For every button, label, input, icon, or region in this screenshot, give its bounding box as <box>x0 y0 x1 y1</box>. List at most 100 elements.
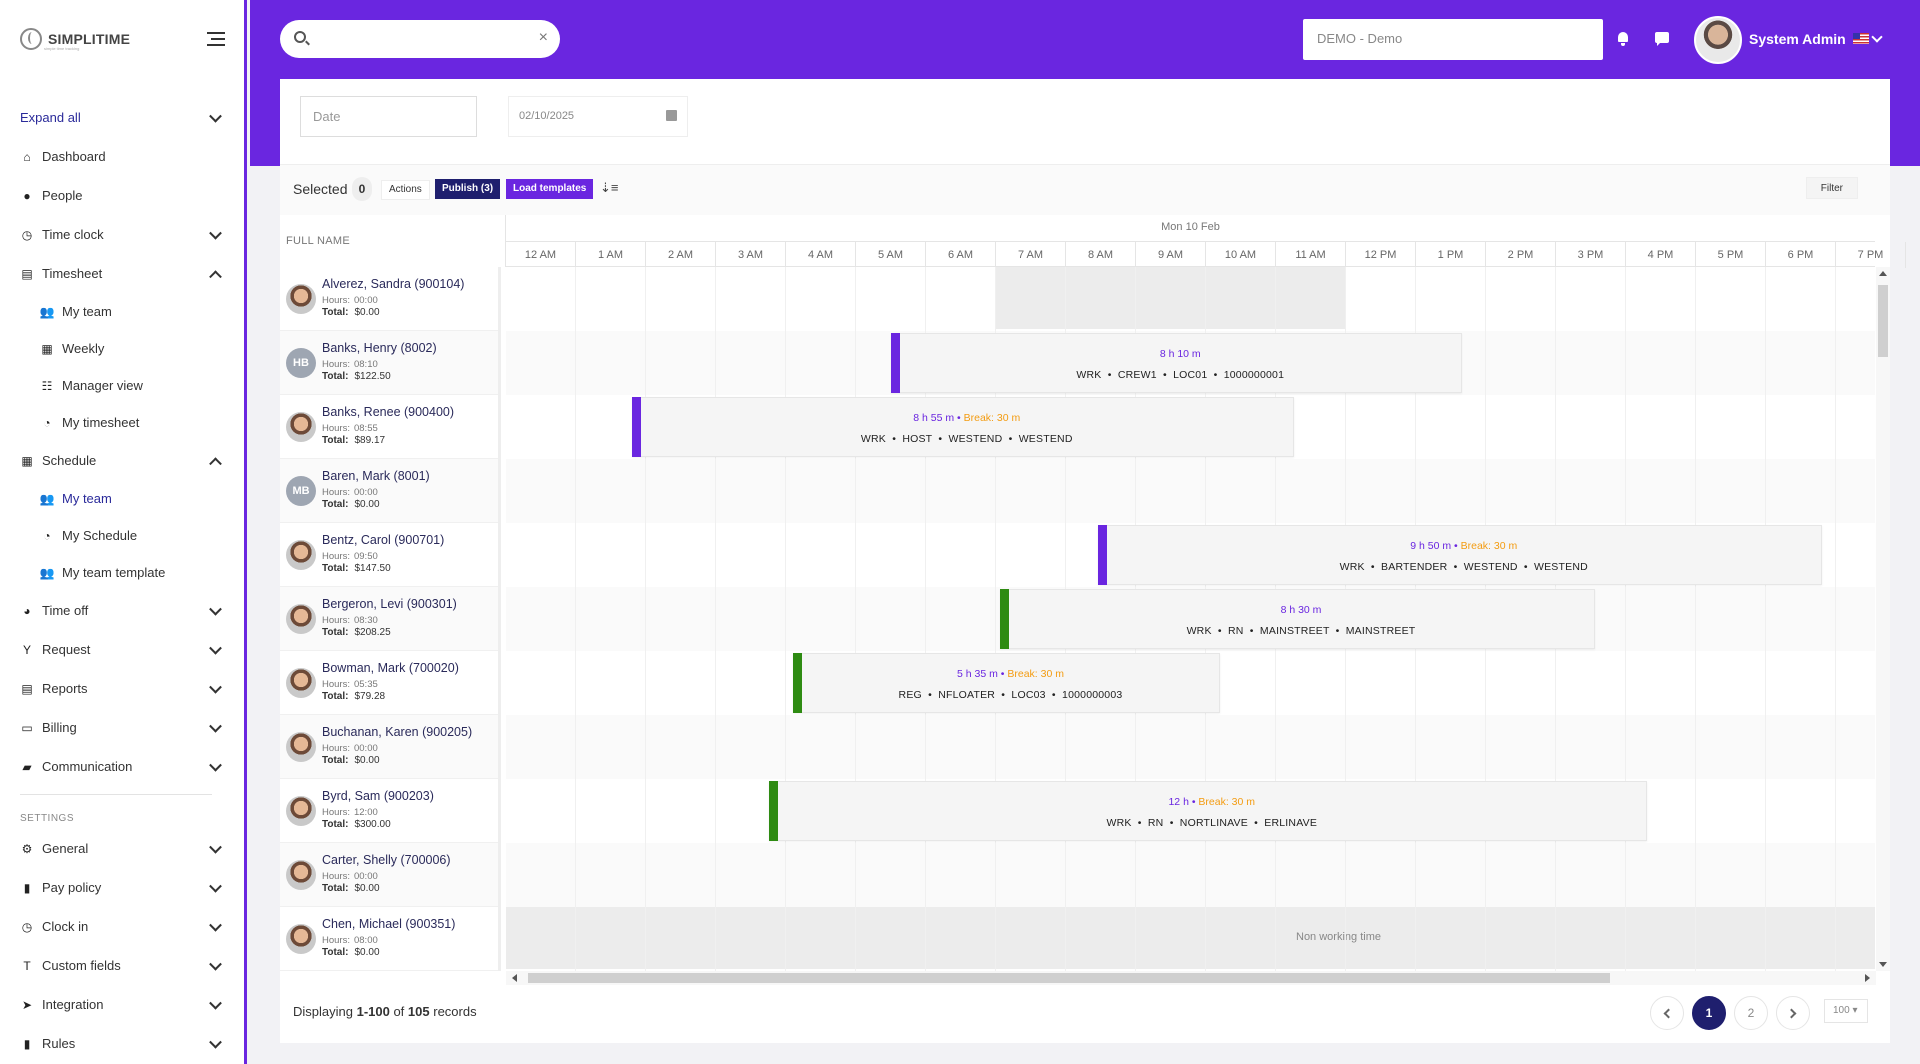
sidebar-item-weekly[interactable]: ▦ Weekly <box>0 330 230 367</box>
scroll-left-icon[interactable] <box>512 974 517 982</box>
employee-name[interactable]: Buchanan, Karen (900205) <box>322 725 473 739</box>
employee-row[interactable]: HB Banks, Henry (8002) Hours: 08:10 Total: $1… <box>280 331 498 395</box>
employee-row[interactable]: MB Baren, Mark (8001) Hours: 00:00 Total: $0.… <box>280 459 498 523</box>
sidebar-item-my-team-template[interactable]: 👥 My team template <box>0 554 230 591</box>
search-box[interactable]: × <box>280 20 560 58</box>
sidebar-item-billing[interactable]: ▭ Billing <box>0 708 230 747</box>
employee-name[interactable]: Banks, Henry (8002) <box>322 341 437 355</box>
actions-button[interactable]: Actions <box>381 180 430 200</box>
prev-page-button[interactable] <box>1650 996 1684 1030</box>
filter-button[interactable]: Filter <box>1805 177 1858 199</box>
load-templates-button[interactable]: Load templates <box>506 179 594 199</box>
employee-row[interactable]: Bowman, Mark (700020) Hours: 05:35 Total: $7… <box>280 651 498 715</box>
employee-name[interactable]: Carter, Shelly (700006) <box>322 853 451 867</box>
employee-name[interactable]: Bentz, Carol (900701) <box>322 533 445 547</box>
scroll-down-icon[interactable] <box>1879 962 1887 967</box>
shift-block[interactable]: 8 h 10 m WRK • CREW1 • LOC01 • 1000000001 <box>891 333 1462 393</box>
hour-gridline <box>715 267 716 971</box>
employee-row[interactable]: Bentz, Carol (900701) Hours: 09:50 Total: $1… <box>280 523 498 587</box>
next-page-button[interactable] <box>1776 996 1810 1030</box>
shift-block[interactable]: 8 h 55 m • Break: 30 m WRK • HOST • WESTE… <box>632 397 1294 457</box>
sidebar-item-custom-fields[interactable]: T Custom fields <box>0 946 230 985</box>
sidebar-item-timesheet[interactable]: ▤ Timesheet <box>0 254 230 293</box>
shift-duration-line: 9 h 50 m • Break: 30 m <box>1107 540 1822 552</box>
shift-status-bar[interactable] <box>999 589 1009 649</box>
date-picker[interactable]: 02/10/2025 <box>508 96 688 137</box>
search-input[interactable] <box>316 26 516 52</box>
calendar-icon[interactable] <box>666 110 677 121</box>
brand[interactable]: SIMPLITIME <box>20 28 130 50</box>
sidebar-item-general[interactable]: ⚙ General <box>0 829 230 868</box>
sidebar-item-people[interactable]: ● People <box>0 176 230 215</box>
employee-row[interactable]: Byrd, Sam (900203) Hours: 12:00 Total: $300.… <box>280 779 498 843</box>
sidebar-item-clock-in[interactable]: ◷ Clock in <box>0 907 230 946</box>
employee-row[interactable]: Bergeron, Levi (900301) Hours: 08:30 Total:… <box>280 587 498 651</box>
sidebar-item-schedule[interactable]: ▦ Schedule <box>0 441 230 480</box>
date-field[interactable]: Date <box>300 96 477 137</box>
scroll-right-icon[interactable] <box>1865 974 1870 982</box>
sidebar-item-rules[interactable]: ▮ Rules <box>0 1024 230 1063</box>
scroll-thumb[interactable] <box>528 973 1610 983</box>
sidebar-item-time-off[interactable]: ◕ Time off <box>0 591 230 630</box>
shift-block[interactable]: 12 h • Break: 30 m WRK • RN • NORTLINAVE … <box>768 781 1647 841</box>
timeline-row[interactable] <box>506 715 1875 779</box>
page-size-select[interactable]: 100 ▾ <box>1824 999 1868 1023</box>
sidebar-item-request[interactable]: Y Request <box>0 630 230 669</box>
employee-name[interactable]: Alverez, Sandra (900104) <box>322 277 465 291</box>
sidebar-item-communication[interactable]: ▰ Communication <box>0 747 230 786</box>
sidebar-item-expand-all[interactable]: Expand all <box>0 98 230 137</box>
user-avatar[interactable] <box>1694 16 1742 64</box>
close-icon[interactable]: × <box>538 29 548 46</box>
employee-name[interactable]: Baren, Mark (8001) <box>322 469 430 483</box>
employee-row[interactable]: Banks, Renee (900400) Hours: 08:55 Total: $8… <box>280 395 498 459</box>
sidebar-item-timesheet-my-team[interactable]: 👥 My team <box>0 293 230 330</box>
sidebar-item-label: My team <box>62 304 112 319</box>
sidebar-item-dashboard[interactable]: ⌂ Dashboard <box>0 137 230 176</box>
user-name[interactable]: System Admin <box>1749 31 1846 47</box>
sidebar-item-my-timesheet[interactable]: ◔ My timesheet <box>0 404 230 441</box>
employee-row[interactable]: Chen, Michael (900351) Hours: 08:00 Total: $… <box>280 907 498 971</box>
scroll-up-icon[interactable] <box>1879 271 1887 276</box>
employee-row[interactable]: Buchanan, Karen (900205) Hours: 00:00 Total… <box>280 715 498 779</box>
total-value: $89.17 <box>354 435 386 446</box>
shift-block[interactable]: 5 h 35 m • Break: 30 m REG • NFLOATER • L… <box>793 653 1220 713</box>
sidebar-item-integration[interactable]: ➤ Integration <box>0 985 230 1024</box>
company-selector[interactable]: DEMO - Demo <box>1303 19 1603 60</box>
shift-status-bar[interactable] <box>891 333 900 393</box>
shift-block[interactable]: 9 h 50 m • Break: 30 m WRK • BARTENDER • … <box>1097 525 1822 585</box>
timeline-row[interactable] <box>506 843 1875 907</box>
bell-icon[interactable] <box>1617 32 1629 46</box>
sort-icon[interactable]: ⇣≡ <box>600 180 619 195</box>
avatar <box>286 796 316 826</box>
sidebar-item-my-schedule[interactable]: ◔ My Schedule <box>0 517 230 554</box>
employee-name[interactable]: Bergeron, Levi (900301) <box>322 597 457 611</box>
page-2-button[interactable]: 2 <box>1734 996 1768 1030</box>
page-1-button[interactable]: 1 <box>1692 996 1726 1030</box>
scroll-thumb[interactable] <box>1878 285 1888 357</box>
menu-toggle-icon[interactable] <box>207 32 225 46</box>
shift-block[interactable]: 8 h 30 m WRK • RN • MAINSTREET • MAINSTRE… <box>999 589 1595 649</box>
shift-status-bar[interactable] <box>768 781 778 841</box>
vertical-scrollbar[interactable] <box>1876 267 1890 971</box>
shift-status-bar[interactable] <box>1097 525 1107 585</box>
shift-status-bar[interactable] <box>793 653 802 713</box>
publish-button[interactable]: Publish (3) <box>435 179 501 199</box>
horizontal-scrollbar[interactable] <box>506 971 1876 985</box>
sidebar-item-schedule-my-team[interactable]: 👥 My team <box>0 480 230 517</box>
sidebar-item-manager-view[interactable]: ☷ Manager view <box>0 367 230 404</box>
shift-status-bar[interactable] <box>632 397 641 457</box>
us-flag-icon[interactable] <box>1853 33 1869 44</box>
manager-icon: ☷ <box>41 378 53 393</box>
employee-row[interactable]: Alverez, Sandra (900104) Hours: 00:00 Total… <box>280 267 498 331</box>
employee-name[interactable]: Byrd, Sam (900203) <box>322 789 434 803</box>
sidebar-item-time-clock[interactable]: ◷ Time clock <box>0 215 230 254</box>
employee-name[interactable]: Chen, Michael (900351) <box>322 917 456 931</box>
sidebar-item-label: Custom fields <box>42 958 121 973</box>
employee-name[interactable]: Bowman, Mark (700020) <box>322 661 459 675</box>
timeline-row[interactable] <box>506 459 1875 523</box>
employee-name[interactable]: Banks, Renee (900400) <box>322 405 455 419</box>
employee-row[interactable]: Carter, Shelly (700006) Hours: 00:00 Total:… <box>280 843 498 907</box>
sidebar-item-reports[interactable]: ▤ Reports <box>0 669 230 708</box>
sidebar-item-pay-policy[interactable]: ▮ Pay policy <box>0 868 230 907</box>
chat-icon[interactable] <box>1655 32 1669 46</box>
